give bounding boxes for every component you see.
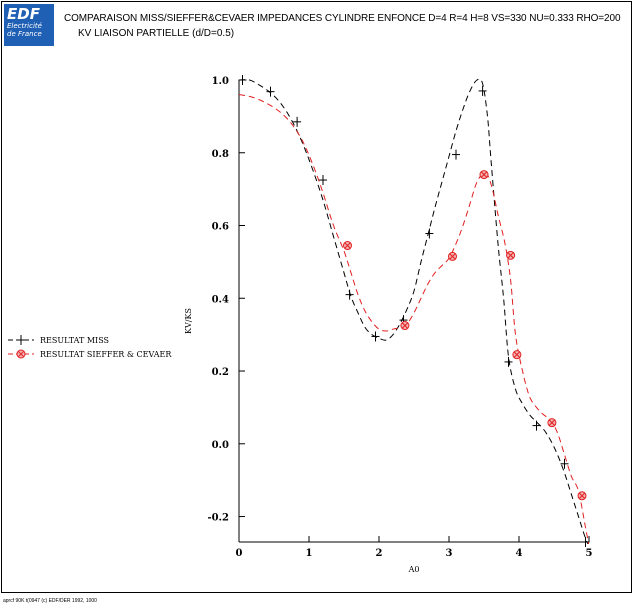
- legend-item-sieffer: RESULTAT SIEFFER & CEVAER: [8, 350, 172, 359]
- legend-item-miss: RESULTAT MISS: [8, 335, 109, 345]
- footer-credit: aprcf 90K t(0947 (c) EDF/DER 1992, 1000: [3, 598, 97, 604]
- data-point-miss: [372, 331, 380, 341]
- data-point-miss: [582, 537, 590, 547]
- series-line-sieffer: [239, 95, 589, 546]
- data-point-miss: [479, 86, 487, 96]
- data-point-sieffer: [513, 351, 521, 359]
- legend-label-sieffer: RESULTAT SIEFFER & CEVAER: [40, 350, 172, 359]
- y-tick-label: 0.8: [212, 149, 229, 160]
- series-miss: [239, 75, 590, 547]
- y-tick-label: 0.2: [212, 367, 229, 378]
- data-point-sieffer: [507, 251, 515, 259]
- x-tick-label: 2: [376, 548, 383, 559]
- y-axis-label: KV/KS: [184, 308, 193, 334]
- y-tick-label: 0.6: [212, 222, 229, 233]
- data-point-miss: [533, 421, 541, 431]
- legend-label-miss: RESULTAT MISS: [40, 336, 109, 345]
- data-point-miss: [425, 229, 433, 239]
- data-point-sieffer: [548, 419, 556, 427]
- series-sieffer: [239, 95, 589, 546]
- x-tick-label: 5: [586, 548, 593, 559]
- data-point-sieffer: [480, 171, 488, 179]
- y-tick-label: 1.0: [212, 76, 229, 87]
- y-tick-label: -0.2: [207, 513, 229, 524]
- data-point-miss: [561, 459, 569, 469]
- data-point-sieffer: [344, 242, 352, 250]
- x-tick-label: 1: [306, 548, 313, 559]
- data-point-miss: [267, 87, 275, 97]
- y-tick-label: 0.0: [212, 440, 229, 451]
- data-point-miss: [346, 290, 354, 300]
- data-point-miss: [319, 175, 327, 185]
- data-point-miss: [505, 357, 513, 367]
- x-tick-label: 0: [236, 548, 243, 559]
- x-tick-label: 4: [516, 548, 523, 559]
- data-point-miss: [452, 150, 460, 160]
- data-point-sieffer: [578, 492, 586, 500]
- x-axis-label: A0: [408, 565, 420, 574]
- data-point-sieffer: [449, 252, 457, 260]
- y-tick-label: 0.4: [212, 294, 229, 305]
- series-line-miss: [239, 79, 589, 546]
- data-point-miss: [239, 75, 247, 85]
- data-point-sieffer: [401, 322, 409, 330]
- x-tick-label: 3: [446, 548, 453, 559]
